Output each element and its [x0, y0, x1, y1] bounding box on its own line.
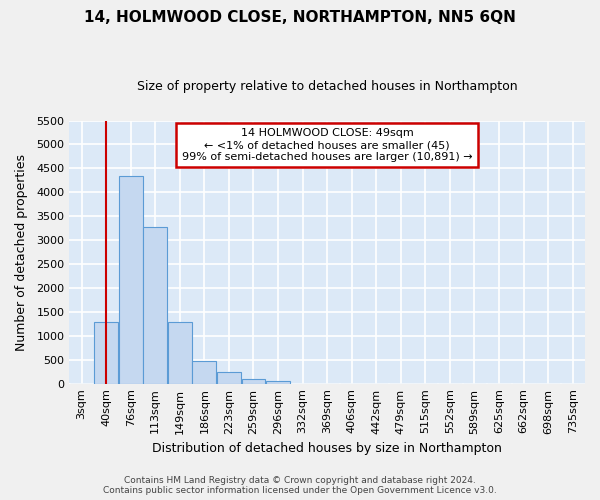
Bar	[94, 322, 118, 384]
Y-axis label: Number of detached properties: Number of detached properties	[15, 154, 28, 350]
Bar	[193, 360, 216, 384]
Text: 14 HOLMWOOD CLOSE: 49sqm
← <1% of detached houses are smaller (45)
99% of semi-d: 14 HOLMWOOD CLOSE: 49sqm ← <1% of detach…	[182, 128, 472, 162]
Bar	[143, 227, 167, 384]
Bar	[119, 176, 143, 384]
Bar	[242, 379, 265, 384]
X-axis label: Distribution of detached houses by size in Northampton: Distribution of detached houses by size …	[152, 442, 502, 455]
Bar	[266, 381, 290, 384]
Title: Size of property relative to detached houses in Northampton: Size of property relative to detached ho…	[137, 80, 517, 93]
Bar	[217, 372, 241, 384]
Text: 14, HOLMWOOD CLOSE, NORTHAMPTON, NN5 6QN: 14, HOLMWOOD CLOSE, NORTHAMPTON, NN5 6QN	[84, 10, 516, 25]
Bar	[168, 322, 192, 384]
Text: Contains HM Land Registry data © Crown copyright and database right 2024.
Contai: Contains HM Land Registry data © Crown c…	[103, 476, 497, 495]
